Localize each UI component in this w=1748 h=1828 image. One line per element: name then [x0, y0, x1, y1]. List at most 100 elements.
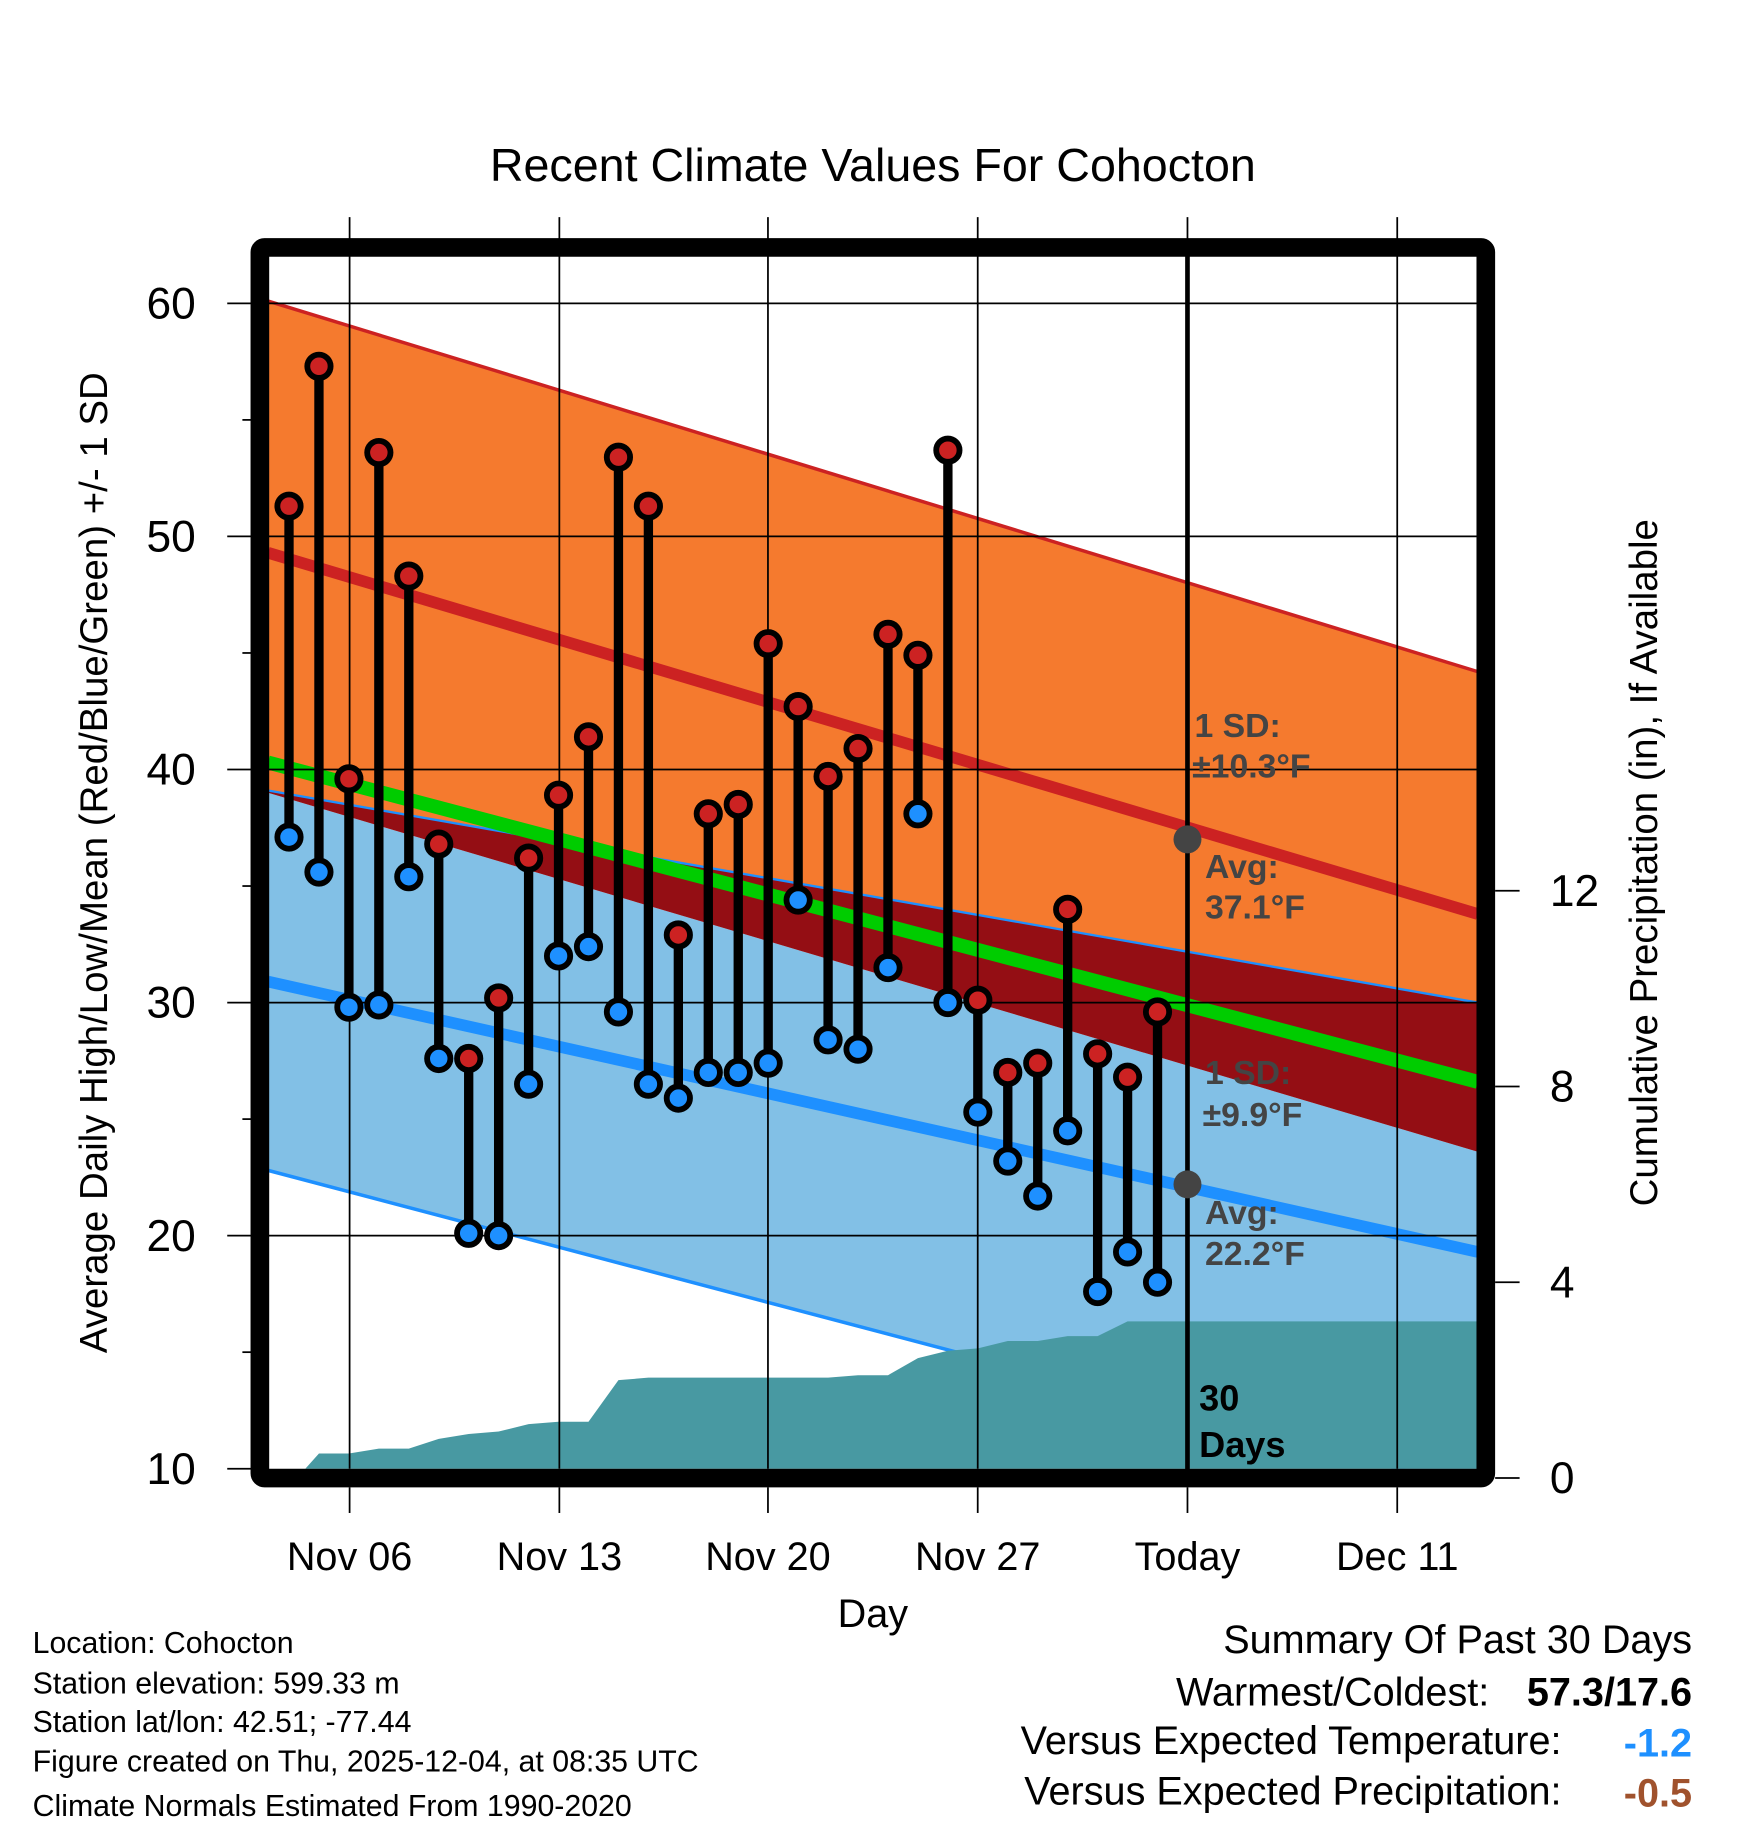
high-point [1113, 1062, 1143, 1092]
low-point [364, 990, 394, 1020]
summary-precip-value: -0.5 [1624, 1772, 1692, 1816]
x-axis: Nov 06 Nov 13 Nov 20 Nov 27 Today Dec 11 [287, 1487, 1459, 1579]
y-axis-label: Average Daily High/Low/Mean (Red/Blue/Gr… [73, 372, 116, 1353]
day-bar [933, 435, 963, 1018]
high-minus-sd-line [267, 789, 1478, 1004]
low-avg-line [266, 975, 1479, 1258]
high-point [693, 799, 723, 829]
precip-area [305, 1321, 1478, 1469]
high-point [484, 983, 514, 1013]
high-point [723, 789, 753, 820]
x-axis-label: Day [838, 1592, 909, 1636]
low-point [573, 932, 604, 962]
day-bar [1113, 1062, 1143, 1267]
summary-temp-label: Versus Expected Temperature: [1021, 1719, 1562, 1763]
low-point [1083, 1277, 1113, 1307]
y-tick-label: 50 [147, 513, 196, 562]
low-point [514, 1069, 544, 1099]
day-bar [394, 561, 424, 892]
footer-created: Figure created on Thu, 2025-12-04, at 08… [33, 1746, 699, 1779]
y-tick-label: 60 [147, 280, 196, 329]
summary-temp-value: -1.2 [1624, 1722, 1692, 1766]
y-tick-label: 20 [147, 1212, 196, 1261]
mean-normal-line [266, 755, 1480, 1089]
day-bar [723, 789, 753, 1088]
high-point [1083, 1039, 1113, 1069]
day-bar [783, 692, 813, 915]
day-bar [843, 733, 873, 1064]
high-plus-sd-line [267, 299, 1479, 674]
footer-normals: Climate Normals Estimated From 1990-2020 [33, 1790, 632, 1823]
day-bar [514, 843, 544, 1099]
low-point [484, 1221, 514, 1251]
high-point [514, 843, 544, 873]
high-point [364, 437, 394, 468]
low-point [394, 862, 424, 892]
footer-elevation: Station elevation: 599.33 m [33, 1668, 400, 1701]
days-count: 30 [1199, 1377, 1239, 1418]
low-point [933, 987, 963, 1018]
high-point [783, 692, 813, 722]
low-point [424, 1043, 454, 1074]
low-point [993, 1146, 1023, 1176]
low-point [274, 822, 304, 852]
high-point [933, 435, 963, 465]
footer-location: Location: Cohocton [33, 1627, 294, 1660]
low-point [304, 857, 334, 887]
low-point [723, 1057, 753, 1088]
low-avg-value: 22.2°F [1205, 1235, 1305, 1273]
chart-title: Recent Climate Values For Cohocton [490, 139, 1256, 191]
y2-tick-label: 4 [1550, 1258, 1575, 1307]
summary-warmest-label: Warmest/Coldest: [1176, 1670, 1489, 1714]
high-point [543, 780, 574, 810]
x-tick-label: Nov 06 [287, 1535, 413, 1579]
high-point [573, 722, 604, 752]
day-bar [1083, 1039, 1113, 1307]
y2-axis: 12 8 4 0 [1495, 867, 1599, 1503]
low-point [873, 953, 903, 983]
today-high-avg-marker [1173, 825, 1202, 854]
low-point [663, 1083, 693, 1113]
low-point [903, 799, 933, 829]
high-point [1023, 1048, 1053, 1078]
summary: Summary Of Past 30 Days Warmest/Coldest:… [1021, 1618, 1692, 1816]
footer-info: Location: Cohocton Station elevation: 59… [33, 1627, 699, 1823]
y2-axis-label: Cumulative Precipitation (in), If Availa… [1623, 519, 1666, 1206]
day-bar [573, 722, 604, 962]
low-point [693, 1057, 723, 1088]
low-sd-band [268, 792, 1478, 1490]
high-point [1142, 997, 1173, 1027]
low-avg-label: Avg: [1205, 1194, 1279, 1232]
day-bar [963, 985, 993, 1127]
day-bar [334, 764, 364, 1022]
overlap-band [268, 790, 1478, 1152]
high-point [424, 829, 454, 859]
day-bar [304, 351, 334, 887]
low-point [603, 997, 634, 1027]
high-avg-line [266, 547, 1480, 920]
y-tick-label: 40 [147, 746, 196, 795]
high-point [963, 985, 993, 1015]
day-bar [633, 491, 663, 1099]
low-point [454, 1218, 484, 1248]
footer-latlon: Station lat/lon: 42.51; -77.44 [33, 1706, 412, 1739]
day-bar [903, 640, 933, 829]
day-bar [813, 761, 843, 1055]
high-point [663, 920, 693, 950]
low-point [633, 1069, 663, 1099]
high-sd-label: 1 SD: [1194, 707, 1280, 745]
low-point [1023, 1181, 1053, 1211]
high-avg-label: Avg: [1205, 848, 1279, 886]
low-point [963, 1097, 993, 1127]
high-point [843, 733, 873, 764]
low-point [334, 992, 364, 1022]
today-low-avg-marker [1173, 1170, 1202, 1199]
low-point [543, 941, 574, 971]
high-point [993, 1057, 1023, 1088]
plot-frame [250, 238, 1496, 1488]
y-axis: 60 50 40 30 20 10 [147, 280, 252, 1494]
high-point [274, 491, 304, 521]
day-bar [603, 442, 634, 1027]
low-point [753, 1048, 783, 1078]
